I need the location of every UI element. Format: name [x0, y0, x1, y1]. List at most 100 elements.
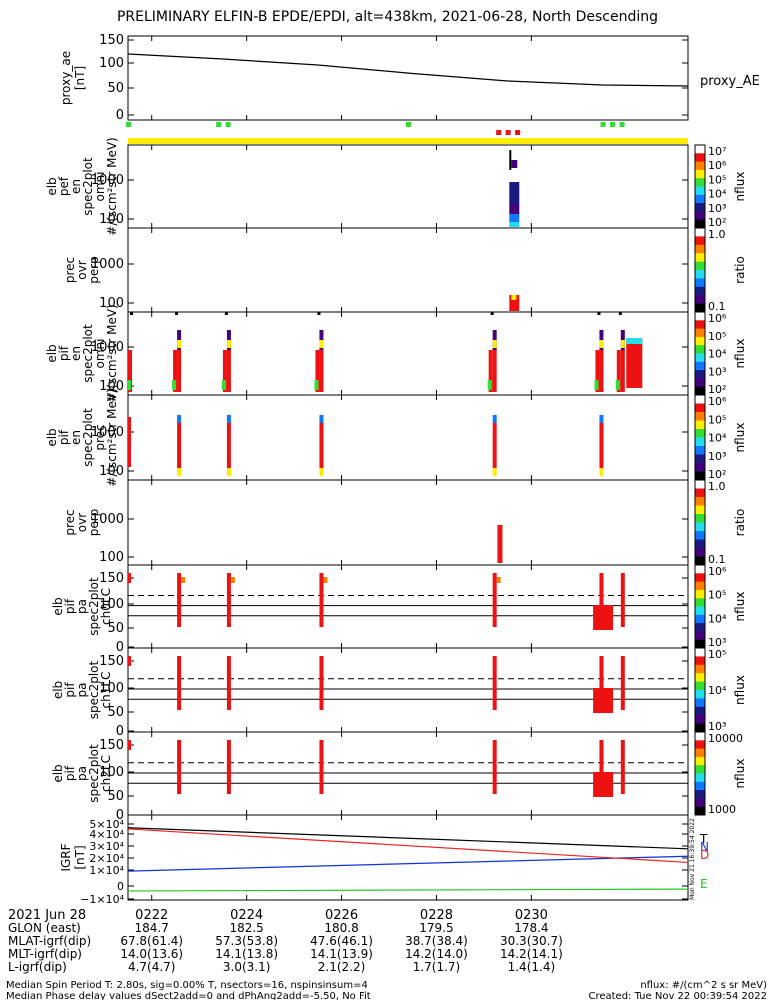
spectrogram-cell [615, 380, 620, 390]
igrf-legend-t: T [699, 832, 708, 846]
colorbar-tick-label: 10⁵ [708, 173, 726, 186]
colorbar-swatch [695, 161, 705, 171]
spectrogram-cell [226, 573, 231, 627]
igrf-d-line [127, 828, 689, 864]
y-tick-label: 0 [116, 640, 124, 655]
colorbar-swatch [695, 639, 705, 649]
spectrogram-cell [599, 423, 604, 468]
flag-red-marker [515, 130, 521, 135]
colorbar-pif_en_prec: 10⁶ 10⁵ 10⁴ 10³ 10² nflux [694, 394, 747, 481]
spectrogram-cell [488, 350, 493, 392]
spectrogram-cell [496, 577, 501, 583]
fill-marker [490, 312, 494, 315]
ephemeris-value: 14.2(14.1) [499, 947, 563, 961]
fill-marker [618, 312, 622, 315]
colorbar-tick-label: 10⁶ [708, 159, 727, 172]
spectrogram-cell [599, 415, 604, 423]
colorbar-swatch [695, 244, 705, 254]
spectrogram-cell [177, 573, 182, 627]
ephemeris-value: 38.7(38.4) [405, 934, 468, 948]
spectrogram-cell [128, 350, 132, 392]
spectrogram-cell [511, 160, 518, 168]
fill-marker [597, 312, 601, 315]
spectrogram-cell [226, 423, 231, 468]
spectrogram-cell [319, 350, 324, 392]
colorbar-swatch [695, 203, 705, 212]
spectrogram-cell [172, 380, 177, 390]
spectrogram-cell [599, 468, 604, 476]
spectrogram-cell [492, 340, 497, 348]
colorbar-swatch [695, 312, 705, 321]
spectrogram-cell [319, 656, 324, 710]
flag-green-marker [619, 122, 625, 127]
y-axis-label: en [69, 179, 83, 194]
y-axis-label: [nT] [73, 845, 87, 869]
y-tick-label: −1×10⁴ [80, 893, 124, 906]
colorbar-swatch [695, 370, 705, 379]
ephemeris-value: 179.5 [419, 921, 454, 935]
y-axis-label: spec2plot [87, 660, 101, 719]
colorbar-swatch [695, 648, 705, 657]
colorbar-tick-label: 10³ [708, 365, 726, 378]
ephemeris-value: 184.7 [134, 921, 169, 935]
colorbar-swatch [695, 581, 705, 591]
spectrogram-cell [620, 656, 625, 710]
colorbar-label: nflux [733, 759, 747, 789]
ephemeris-value: 180.8 [324, 921, 359, 935]
spectrogram-cell [492, 656, 497, 710]
spectrogram-cell [221, 380, 226, 390]
y-axis-label: ovr [75, 513, 89, 532]
panel-frame [127, 144, 689, 229]
spectrogram-cell [599, 656, 604, 710]
ephemeris-value: 30.3(30.7) [499, 934, 563, 948]
colorbar-swatch [695, 614, 705, 624]
colorbar-swatch [695, 169, 705, 179]
spectrogram-cell [128, 656, 131, 666]
spectrogram-cell [315, 350, 320, 392]
spectrogram-cell [509, 182, 520, 204]
y-axis-label: prec [63, 509, 77, 535]
spectrogram-cell [319, 423, 324, 468]
ephemeris-value: 47.6(46.1) [310, 934, 373, 948]
y-axis-label: pef [57, 176, 71, 196]
colorbar-tick-label: 1.0 [708, 480, 726, 493]
spectrogram-cell [319, 740, 324, 794]
spectrogram-cell [226, 340, 231, 348]
colorbar-tick-label: 10⁵ [708, 330, 726, 343]
y-axis-label: spec2plot [81, 324, 95, 383]
colorbar-tick-label: 1.0 [708, 228, 726, 241]
colorbar-swatch [695, 790, 705, 799]
y-axis-label: omni [93, 339, 107, 369]
spectrogram-cell [626, 338, 643, 344]
colorbar-pa_ch0: 10⁶ 10⁵ 10⁴ 10³ nflux [694, 564, 747, 649]
plot-title: PRELIMINARY ELFIN-B EPDE/EPDI, alt=438km… [116, 9, 658, 25]
y-axis-label: elb [51, 597, 65, 615]
spectrogram-cell [177, 350, 182, 392]
y-tick-label: 4×10⁴ [89, 828, 124, 841]
fill-marker [224, 312, 228, 315]
y-axis-label: spec2plot [87, 577, 101, 636]
colorbar-swatch [695, 437, 705, 447]
panel-frame [127, 227, 689, 313]
y-axis-label: ch0LC [99, 588, 113, 625]
y-tick-label: 150 [99, 33, 124, 48]
flag-green-marker [610, 122, 616, 127]
spectrogram-cell [230, 577, 235, 583]
y-tick-label: 2×10⁴ [89, 852, 124, 865]
colorbar-swatch [695, 295, 705, 305]
spectrogram-cell [319, 573, 324, 627]
colorbar-tick-label: 10⁶ [708, 395, 727, 408]
flag-red-marker [496, 130, 502, 135]
spectrogram-cell [177, 656, 182, 710]
y-tick-label: 0 [116, 108, 124, 123]
spectrogram-cell [593, 605, 614, 630]
igrf-legend-n: N [700, 840, 709, 854]
colorbar-tick-label: 10⁴ [708, 432, 727, 445]
colorbar-swatch [695, 798, 705, 808]
y-tick-label: 100 [99, 56, 124, 71]
spectrogram-cell [177, 740, 182, 794]
y-tick-label: 100 [99, 765, 124, 780]
colorbar-swatch [695, 378, 705, 388]
